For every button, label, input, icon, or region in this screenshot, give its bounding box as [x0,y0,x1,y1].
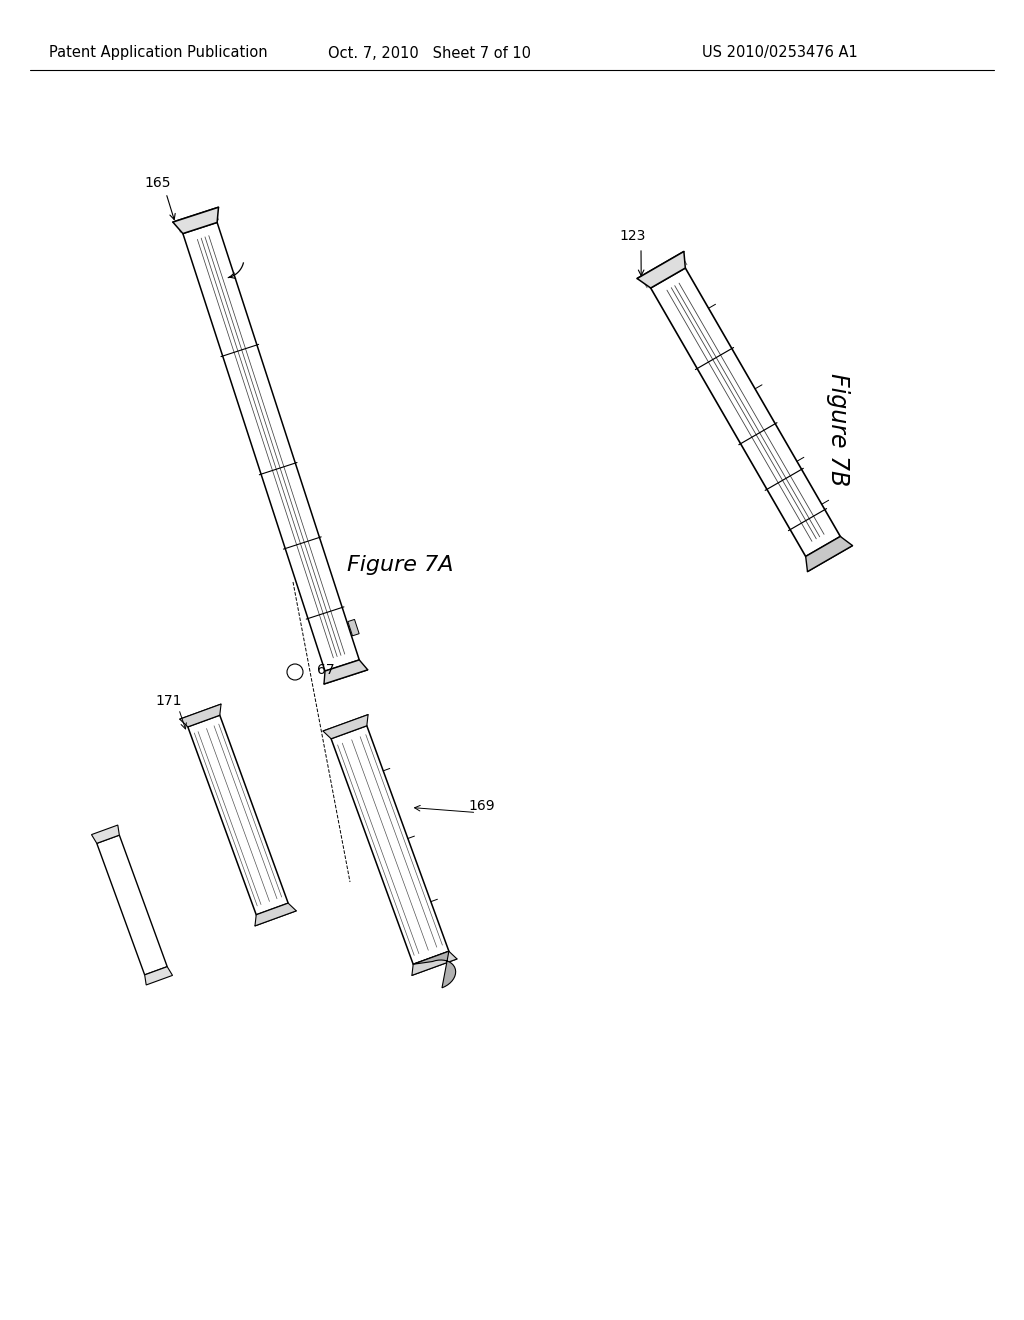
Polygon shape [179,704,221,727]
Text: Patent Application Publication: Patent Application Publication [49,45,267,61]
Polygon shape [650,268,841,557]
Polygon shape [323,714,368,739]
Text: Oct. 7, 2010   Sheet 7 of 10: Oct. 7, 2010 Sheet 7 of 10 [329,45,531,61]
Polygon shape [97,836,167,975]
Polygon shape [324,660,368,684]
Polygon shape [91,825,120,843]
Polygon shape [187,715,288,915]
Polygon shape [414,952,456,987]
Text: Figure 7A: Figure 7A [347,554,454,576]
Text: 67: 67 [317,663,335,677]
Text: US 2010/0253476 A1: US 2010/0253476 A1 [702,45,858,61]
Polygon shape [331,726,449,965]
Text: 169: 169 [468,799,495,813]
Text: 165: 165 [144,176,171,190]
Text: 171: 171 [156,694,182,708]
Text: Figure 7B: Figure 7B [826,374,850,487]
Polygon shape [173,207,218,234]
Polygon shape [637,252,685,288]
Polygon shape [183,223,359,671]
Polygon shape [412,952,457,975]
Text: 123: 123 [620,228,646,243]
Polygon shape [348,619,359,636]
Polygon shape [806,536,853,572]
Polygon shape [255,903,296,925]
Polygon shape [144,966,172,985]
